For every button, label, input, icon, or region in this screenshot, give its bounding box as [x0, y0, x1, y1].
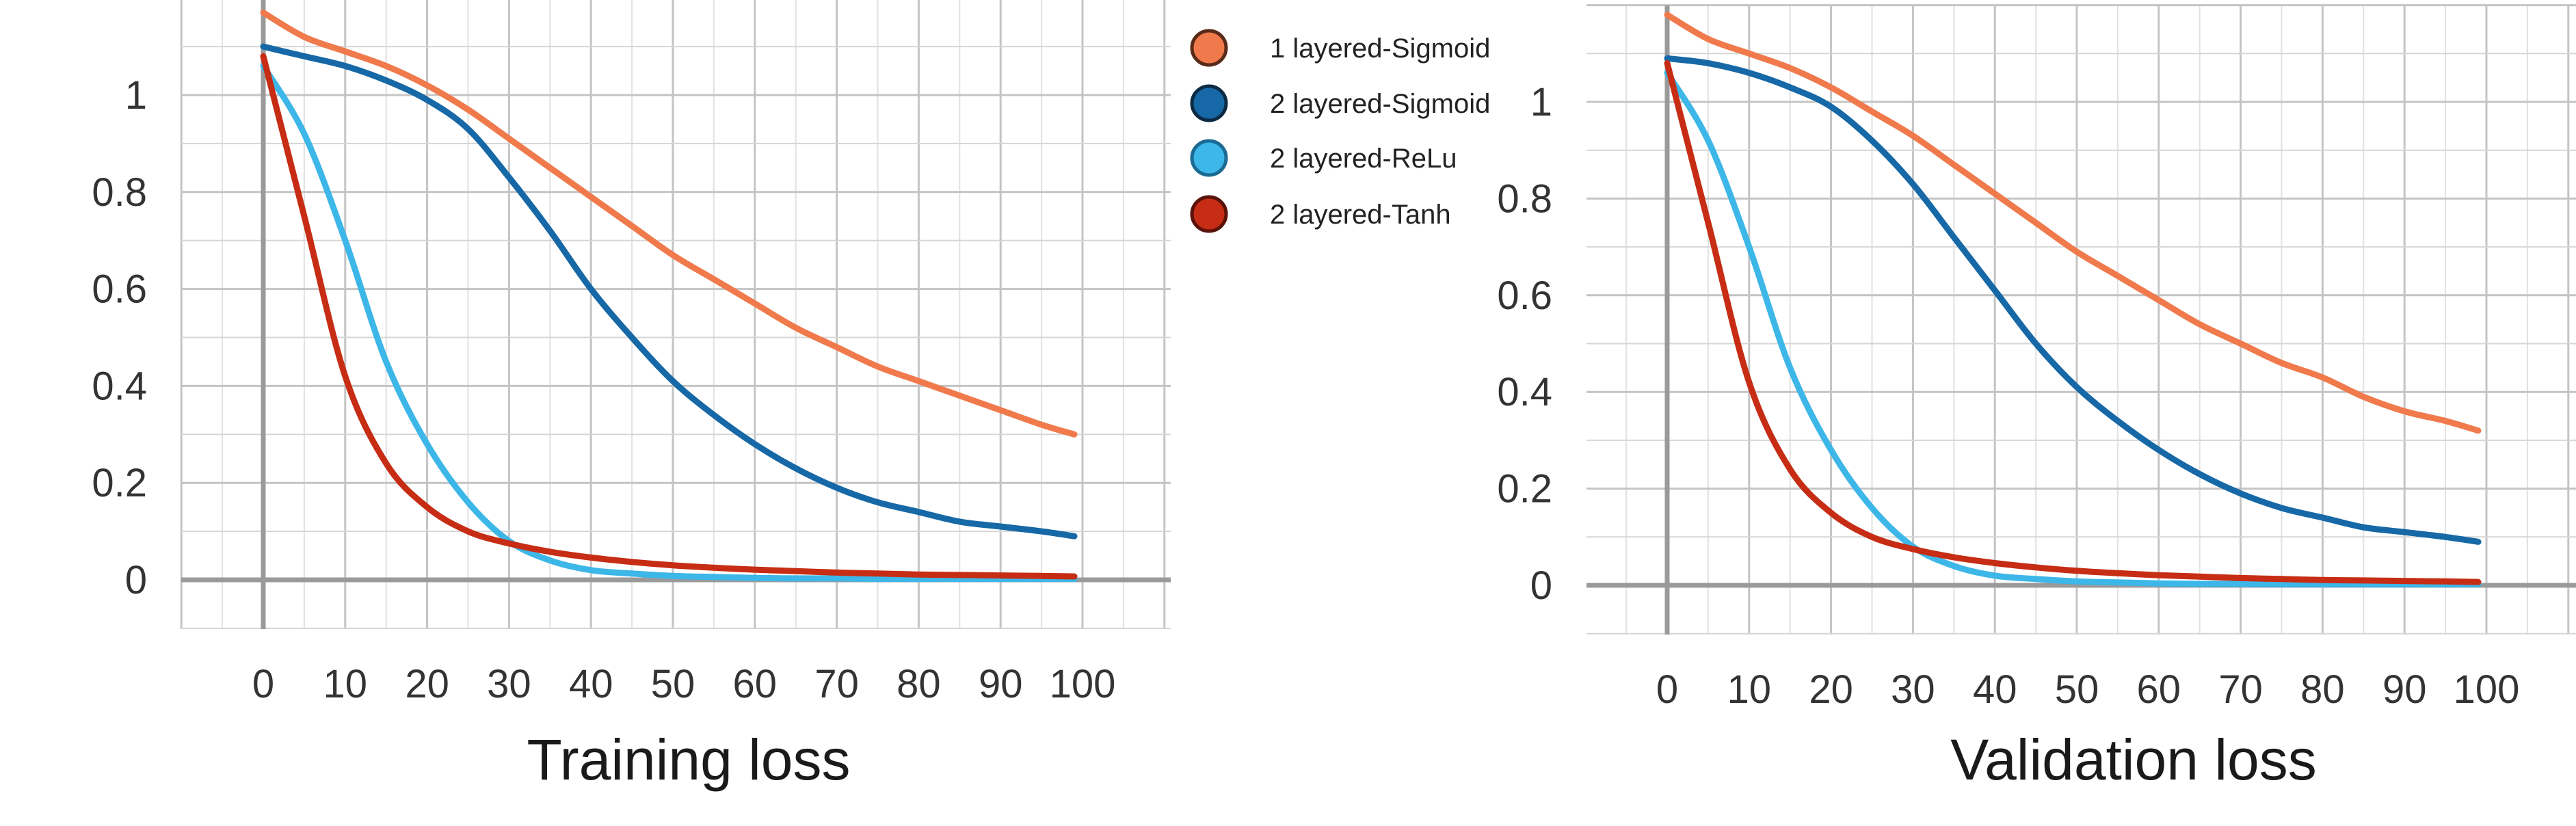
- legend-item: 2 layered-Sigmoid: [1190, 84, 1490, 122]
- series-line-2-layered-tanh: [260, 53, 1078, 580]
- series-line-1-layered-sigmoid: [1664, 12, 2482, 434]
- y-tick-label: 0.2: [92, 461, 147, 505]
- x-tick-label: 70: [814, 662, 859, 706]
- y-tick-label: 1: [1530, 80, 1552, 124]
- x-axis-label: Training loss: [527, 728, 850, 792]
- legend-marker-2-layered-relu: [1190, 139, 1228, 177]
- y-tick-label: 0.8: [92, 170, 147, 215]
- x-tick-label: 60: [2137, 667, 2181, 712]
- legend-label: 1 layered-Sigmoid: [1270, 34, 1490, 64]
- series-line-2-layered-sigmoid: [1664, 55, 2482, 545]
- y-tick-label: 0: [125, 558, 147, 602]
- x-tick-label: 100: [2454, 667, 2520, 712]
- y-tick-label: 0.2: [1497, 467, 1552, 511]
- x-tick-label: 100: [1050, 662, 1116, 706]
- series-line-2-layered-sigmoid: [260, 43, 1078, 539]
- legend-label: 2 layered-ReLu: [1270, 144, 1457, 174]
- y-tick-label: 0: [1530, 563, 1552, 608]
- y-tick-label: 0.4: [92, 364, 147, 408]
- x-tick-label: 70: [2218, 667, 2263, 712]
- legend-item: 2 layered-Tanh: [1190, 195, 1451, 233]
- legend-item: 2 layered-ReLu: [1190, 139, 1457, 177]
- legend-marker-1-layered-sigmoid: [1190, 29, 1228, 67]
- x-tick-label: 10: [323, 662, 368, 706]
- y-tick-label: 1: [125, 73, 147, 118]
- x-tick-label: 0: [252, 662, 274, 706]
- legend-marker-2-layered-sigmoid: [1190, 84, 1228, 122]
- x-tick-label: 30: [1891, 667, 1935, 712]
- x-tick-label: 80: [2300, 667, 2345, 712]
- x-tick-label: 10: [1727, 667, 1772, 712]
- x-tick-label: 90: [979, 662, 1023, 706]
- x-tick-label: 20: [1809, 667, 1853, 712]
- x-tick-label: 60: [733, 662, 778, 706]
- x-tick-label: 30: [487, 662, 531, 706]
- series-line-2-layered-tanh: [1664, 59, 2482, 585]
- y-tick-label: 0.6: [92, 267, 147, 312]
- y-tick-label: 0.8: [1497, 176, 1552, 221]
- x-tick-label: 40: [1973, 667, 2017, 712]
- x-tick-label: 50: [2055, 667, 2099, 712]
- legend-label: 2 layered-Sigmoid: [1270, 89, 1490, 119]
- legend-label: 2 layered-Tanh: [1270, 200, 1451, 230]
- series-line-2-layered-relu: [260, 63, 1078, 583]
- x-axis-label: Validation loss: [1950, 728, 2316, 792]
- validation-loss-chart: 00.20.40.60.810 10 20 30 40 50 60 70 80 90 100: [1497, 4, 2576, 712]
- legend-item: 1 layered-Sigmoid: [1190, 29, 1490, 67]
- y-tick-label: 0.6: [1497, 274, 1552, 318]
- legend-marker-2-layered-tanh: [1190, 195, 1228, 233]
- legend: 1 layered-Sigmoid 2 layered-Sigmoid 2 la…: [1190, 29, 1490, 233]
- x-tick-label: 20: [405, 662, 449, 706]
- x-tick-label: 40: [569, 662, 613, 706]
- series-line-2-layered-relu: [1664, 70, 2482, 588]
- x-tick-label: 0: [1656, 667, 1678, 712]
- x-tick-label: 90: [2382, 667, 2427, 712]
- x-tick-label: 80: [897, 662, 941, 706]
- series-line-1-layered-sigmoid: [260, 10, 1078, 438]
- y-tick-label: 0.4: [1497, 370, 1552, 414]
- training-loss-chart: 00.20.40.60.810 10 20 30 40 50 60 70 80 90 100: [92, 0, 1171, 706]
- x-tick-label: 50: [651, 662, 695, 706]
- grid: [1586, 4, 2576, 635]
